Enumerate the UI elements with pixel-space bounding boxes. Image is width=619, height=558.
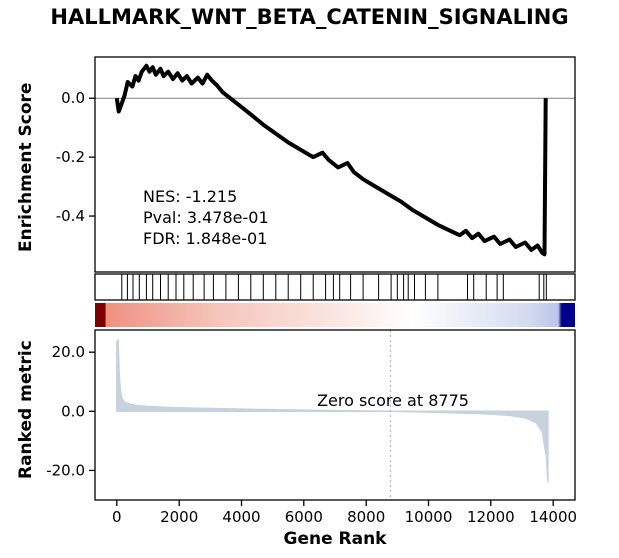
fdr-value: FDR: 1.848e-01 xyxy=(143,229,268,248)
es-panel-border xyxy=(94,56,576,273)
tick-label: -0.4 xyxy=(56,207,85,225)
tick-label: 0 xyxy=(112,508,122,526)
gene-hits-panel xyxy=(94,273,576,301)
tick-label: 0.0 xyxy=(61,89,85,107)
enrichment-score-axis-label: Enrichment Score xyxy=(16,82,36,252)
tick-label: 12000 xyxy=(467,508,515,526)
x-axis: 0 2000 4000 6000 8000 10000 12000 14000 xyxy=(112,500,577,526)
enrichment-score-curve xyxy=(114,63,548,257)
enrichment-score-panel: 0.0 -0.2 -0.4 xyxy=(56,56,576,273)
tick-label: 10000 xyxy=(405,508,453,526)
tick-label: -20.0 xyxy=(46,461,85,479)
stats-annotation: NES: -1.215 Pval: 3.478e-01 FDR: 1.848e-… xyxy=(143,186,269,249)
ranked-metric-panel: 20.0 0.0 -20.0 xyxy=(46,329,576,501)
tick-label: 2000 xyxy=(160,508,198,526)
pval-value: Pval: 3.478e-01 xyxy=(143,208,269,227)
tick-label: 14000 xyxy=(529,508,577,526)
rank-colorbar xyxy=(95,303,575,327)
tick-label: 4000 xyxy=(222,508,260,526)
zero-score-annotation: Zero score at 8775 xyxy=(317,391,469,410)
ranked-metric-area xyxy=(116,338,549,483)
tick-label: 0.0 xyxy=(61,402,85,420)
ranked-metric-axis-label: Ranked metric xyxy=(16,340,36,479)
tick-label: 6000 xyxy=(285,508,323,526)
nes-value: NES: -1.215 xyxy=(143,187,238,206)
gene-rank-axis-label: Gene Rank xyxy=(283,529,387,549)
tick-label: -0.2 xyxy=(56,148,85,166)
chart-title: HALLMARK_WNT_BETA_CATENIN_SIGNALING xyxy=(50,5,569,29)
tick-label: 8000 xyxy=(347,508,385,526)
tick-label: 20.0 xyxy=(52,343,85,361)
